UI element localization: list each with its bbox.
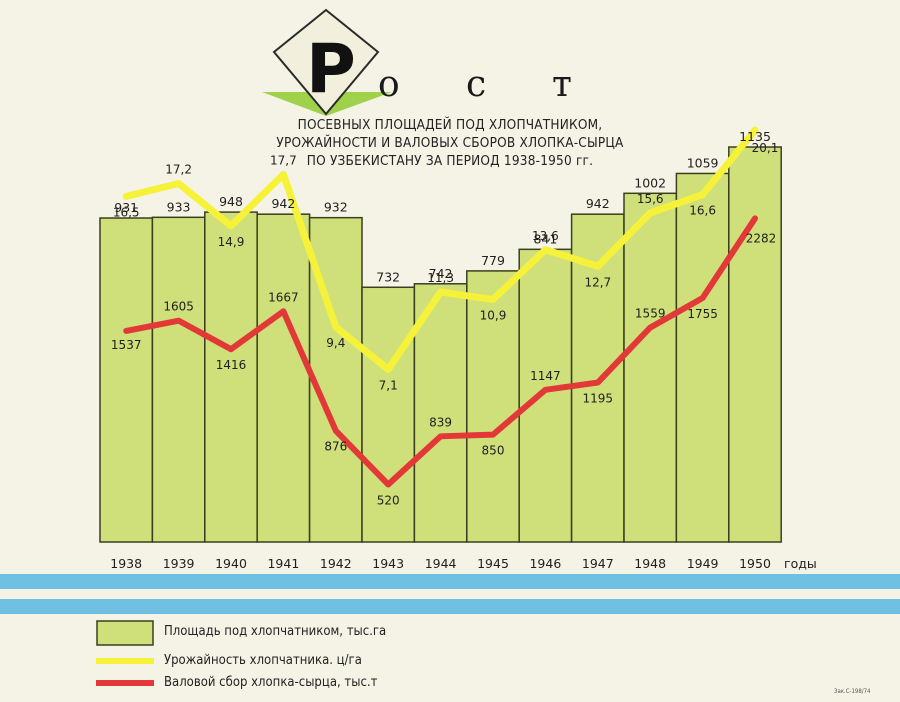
harvest-label-1943: 520 [377, 493, 400, 507]
yield-line [122, 126, 759, 373]
harvest-label-1941: 1667 [268, 290, 299, 304]
yield-label-1947: 12,7 [584, 275, 611, 289]
x-tick-1939: 1939 [163, 556, 195, 571]
harvest-label-1947: 1195 [583, 392, 614, 406]
legend-label-harvest: Валовой сбор хлопка-сырца, тыс.т [164, 675, 378, 690]
bar-label-1944: 742 [429, 266, 453, 281]
yield-label-1946: 13,6 [532, 229, 559, 243]
yield-label-1941: 17,7 [270, 153, 297, 167]
legend-label-yield: Урожайность хлопчатника. ц/га [164, 653, 362, 668]
yield-label-1939: 17,2 [165, 163, 192, 177]
bar-label-1938: 931 [114, 200, 138, 215]
bar-area-1944 [413, 283, 468, 543]
title-letter-s: с [466, 64, 487, 105]
bar-area-1948 [623, 192, 678, 543]
x-tick-1943: 1943 [372, 556, 404, 571]
legend-swatch-harvest [96, 680, 154, 686]
bar-label-1940: 948 [219, 194, 243, 209]
bar-label-1943: 732 [376, 269, 400, 284]
harvest-label-1938: 1537 [111, 338, 142, 352]
bar-area-1945 [466, 270, 520, 543]
yield-label-1943: 7,1 [379, 378, 398, 392]
x-tick-1942: 1942 [320, 556, 352, 571]
bar-label-1945: 779 [481, 253, 505, 268]
x-tick-1941: 1941 [267, 556, 299, 571]
x-tick-1938: 1938 [110, 556, 142, 571]
harvest-line-layer [123, 215, 758, 488]
yield-label-1945: 10,9 [480, 308, 507, 322]
bar-area-1940 [204, 211, 258, 543]
harvest-line [123, 215, 758, 488]
yield-label-1938: 16,5 [113, 205, 140, 219]
bar-area-1950 [728, 146, 782, 543]
bar-area-1941 [256, 213, 311, 543]
harvest-label-1946: 1147 [530, 369, 561, 383]
yield-label-1940: 14,9 [218, 235, 245, 249]
bar-label-1942: 932 [324, 200, 348, 215]
bar-area-1943 [361, 286, 416, 543]
harvest-label-1944: 839 [429, 415, 452, 429]
x-axis: 1938 1939 1940 1941 1942 1943 1944 1945 1946 1947… [110, 556, 816, 571]
x-tick-1940: 1940 [215, 556, 247, 571]
x-tick-1944: 1944 [425, 556, 457, 571]
legend-label-area: Площадь под хлопчатником, тыс.га [164, 624, 387, 639]
stripe-blue-bottom [0, 599, 900, 614]
title-letter-o: о [378, 64, 400, 105]
legend-swatch-area [96, 620, 154, 646]
harvest-label-1940: 1416 [216, 358, 247, 372]
yield-label-1944: 11,3 [427, 271, 454, 285]
subtitle-line-3: ПО УЗБЕКИСТАНУ ЗА ПЕРИОД 1938-1950 гг. [306, 153, 594, 169]
harvest-label-1948: 1559 [635, 307, 666, 321]
yield-line-layer [122, 126, 759, 373]
legend-swatch-yield [96, 658, 154, 664]
title-initial-letter: Р [306, 30, 356, 109]
bar-area-1939 [151, 216, 206, 543]
bar-area-1946 [518, 248, 573, 543]
label-layer: 931 933 948 942 932 732 742 779 841 942 1002 1059 11… [111, 129, 778, 507]
bar-area-1938 [99, 217, 154, 543]
bar-label-1947: 942 [586, 196, 610, 211]
harvest-label-1949: 1755 [687, 307, 718, 321]
yield-label-1942: 9,4 [326, 336, 345, 350]
harvest-label-1945: 850 [482, 444, 505, 458]
title-letter-t: т [552, 64, 572, 105]
legend-item-yield: Урожайность хлопчатника. ц/га [96, 653, 496, 678]
x-axis-unit-label: годы [784, 556, 817, 571]
yield-label-1950: 20,1 [752, 141, 779, 155]
x-tick-1945: 1945 [477, 556, 509, 571]
bar-label-1939: 933 [167, 199, 191, 214]
x-tick-1947: 1947 [582, 556, 614, 571]
subtitle-line-2: УРОЖАЙНОСТИ И ВАЛОВЫХ СБОРОВ ХЛОПКА-СЫРЦ… [276, 135, 624, 151]
stripe-blue-top [0, 574, 900, 589]
bar-layer [99, 146, 782, 543]
harvest-label-1942: 876 [324, 440, 347, 454]
subtitle-line-1: ПОСЕВНЫХ ПЛОЩАДЕЙ ПОД ХЛОПЧАТНИКОМ, [297, 117, 603, 133]
x-tick-1950: 1950 [739, 556, 771, 571]
x-tick-1949: 1949 [687, 556, 719, 571]
bar-label-1948: 1002 [634, 175, 666, 190]
yield-label-1949: 16,6 [689, 204, 716, 218]
harvest-label-1939: 1605 [163, 300, 194, 314]
chart-subtitle: ПОСЕВНЫХ ПЛОЩАДЕЙ ПОД ХЛОПЧАТНИКОМ, УРОЖ… [240, 116, 660, 170]
x-tick-1948: 1948 [634, 556, 666, 571]
legend-item-harvest: Валовой сбор хлопка-сырца, тыс.т [96, 675, 496, 700]
yield-label-1948: 15,6 [637, 192, 664, 206]
harvest-label-1950: 2282 [746, 231, 777, 245]
x-tick-1946: 1946 [529, 556, 561, 571]
bar-area-1949 [675, 172, 730, 543]
bar-label-1941: 942 [271, 196, 295, 211]
logo-diamond-shape [272, 8, 380, 116]
legend-item-area: Площадь под хлопчатником, тыс.га [96, 620, 496, 646]
bar-label-1950: 1135 [739, 129, 771, 144]
print-code: Зак.С-198/74 [834, 688, 871, 695]
bar-label-1946: 841 [533, 231, 557, 246]
bar-label-1949: 1059 [687, 155, 719, 170]
